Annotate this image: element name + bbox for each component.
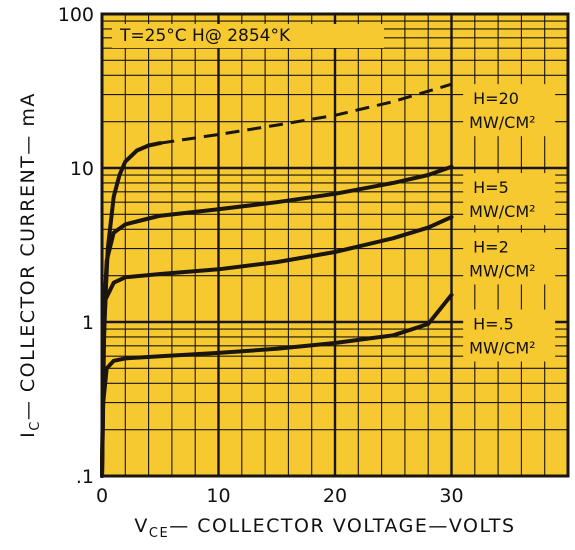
series-label-line1: H=5 (473, 178, 509, 197)
x-axis-title-main: V (134, 515, 149, 537)
series-label-line2: MW/CM² (469, 202, 535, 221)
x-axis-title: VCE— COLLECTOR VOLTAGE—VOLTS (134, 515, 515, 541)
series-label-background (463, 232, 556, 285)
series-label-line2: MW/CM² (469, 113, 535, 132)
y-tick-label: .1 (76, 466, 94, 488)
series-label-line2: MW/CM² (469, 338, 535, 357)
y-axis-title-main: I (17, 431, 39, 438)
series-line-1 (100, 164, 454, 478)
x-tick-label: 20 (323, 485, 347, 507)
series-line-2 (100, 215, 454, 478)
y-axis-title: IC— COLLECTOR CURRENT— mA (17, 92, 43, 438)
plot-frame (100, 12, 570, 478)
series-line-dashed-0 (160, 82, 452, 145)
series-label-background (463, 173, 556, 226)
label-layer: H=20 MW/CM² H=5 MW/CM² H=2 MW/CM² H=.5 MW/CM² (463, 84, 556, 362)
x-tick-label: 10 (206, 485, 230, 507)
series-label-1: H=5 MW/CM² (463, 173, 556, 226)
y-tick-label: 100 (58, 4, 94, 26)
y-tick-label: 10 (70, 158, 94, 180)
series-label-line1: H=2 (473, 237, 509, 256)
y-axis-title-subscript: C (28, 420, 43, 431)
series-label-0: H=20 MW/CM² (463, 84, 556, 137)
x-tick-label: 30 (439, 485, 463, 507)
series-layer (100, 82, 454, 478)
series-label-background (463, 309, 556, 362)
tick-layer: 0 10 20 30 .1 1 10 100 (58, 4, 464, 507)
series-line-3 (100, 292, 454, 478)
series-label-line2: MW/CM² (469, 261, 535, 280)
y-axis-title-rest: — COLLECTOR CURRENT— mA (17, 92, 39, 420)
series-label-3: H=.5 MW/CM² (463, 309, 556, 362)
series-label-line1: H=.5 (473, 314, 514, 333)
annotation-background (112, 24, 384, 48)
x-tick-label: 0 (96, 485, 108, 507)
series-label-2: H=2 MW/CM² (463, 232, 556, 285)
conditions-annotation: T=25°C H@ 2854°K (119, 26, 291, 46)
series-label-line1: H=20 (473, 89, 519, 108)
x-axis-title-rest: — COLLECTOR VOLTAGE—VOLTS (169, 515, 515, 537)
y-tick-label: 1 (82, 312, 94, 334)
series-label-background (463, 84, 556, 137)
x-axis-title-subscript: CE (149, 526, 169, 541)
